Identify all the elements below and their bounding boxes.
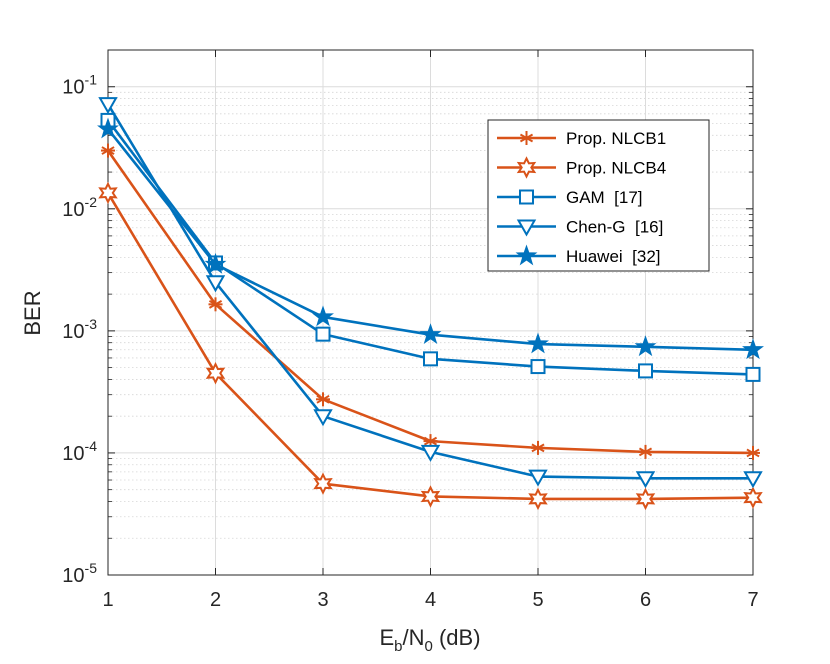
hexagram-marker	[528, 487, 548, 511]
pentagram-marker	[312, 305, 334, 327]
legend-label: GAM [17]	[566, 188, 643, 207]
triangle-down-marker	[313, 409, 333, 427]
legend-entry: Chen-G [16]	[497, 218, 663, 237]
x-tick-label: 7	[747, 589, 758, 611]
triangle-down-marker	[516, 219, 537, 237]
y-tick-labels: 10-5 10-4 10-3 10-2 10-1	[62, 72, 97, 587]
asterisk-marker	[519, 131, 534, 145]
x-tick-label: 6	[640, 589, 651, 611]
y-tick-label: 10-1	[62, 72, 97, 99]
y-tick-label: 10-3	[62, 316, 97, 343]
triangle-down-marker	[98, 97, 118, 115]
y-tick-label: 10-2	[62, 194, 97, 221]
hexagram-marker	[743, 486, 763, 509]
series-layer	[97, 97, 764, 511]
legend-label: Chen-G [16]	[566, 218, 663, 237]
pentagram-marker	[419, 323, 442, 345]
y-axis-label: BER	[20, 290, 45, 335]
asterisk-marker	[101, 143, 115, 158]
x-tick-label: 3	[317, 589, 328, 611]
asterisk-marker	[531, 440, 545, 455]
legend-entry: Prop. NLCB1	[497, 129, 666, 148]
series-4	[98, 97, 763, 489]
pentagram-marker	[634, 335, 657, 357]
hexagram-marker	[635, 487, 656, 511]
pentagram-marker	[527, 332, 549, 354]
triangle-down-marker	[743, 471, 763, 489]
series-1	[101, 143, 760, 460]
legend-entry: Huawei [32]	[497, 244, 661, 266]
asterisk-marker	[316, 392, 330, 407]
y-tick-label: 10-5	[62, 560, 97, 587]
asterisk-marker	[746, 445, 760, 460]
square-marker	[315, 326, 331, 342]
triangle-down-marker	[205, 275, 226, 293]
x-tick-label: 1	[102, 589, 113, 611]
legend-entry: GAM [17]	[497, 188, 643, 207]
square-marker	[423, 351, 438, 367]
hexagram-marker	[420, 485, 441, 508]
pentagram-marker	[515, 244, 538, 266]
pentagram-marker	[97, 117, 119, 139]
square-marker	[638, 363, 653, 379]
square-marker	[519, 189, 534, 205]
asterisk-marker	[638, 444, 653, 459]
series-5	[97, 117, 764, 360]
x-tick-label: 4	[425, 589, 436, 611]
pentagram-marker	[204, 252, 227, 274]
x-axis-label: Eb/N0 (dB)	[379, 625, 480, 655]
x-tick-label: 2	[210, 589, 221, 611]
legend: Prop. NLCB1 Prop. NLCB4 GAM [17] Chen-G [16…	[487, 119, 710, 272]
series-2	[98, 181, 763, 511]
square-marker	[530, 359, 546, 375]
hexagram-marker	[98, 181, 118, 205]
asterisk-marker	[208, 297, 223, 312]
hexagram-marker	[313, 472, 333, 495]
hexagram-marker	[516, 156, 537, 179]
axis-ticks	[107, 49, 754, 576]
hexagram-marker	[205, 361, 226, 385]
triangle-down-marker	[528, 469, 548, 487]
legend-label: Prop. NLCB4	[566, 159, 666, 178]
x-tick-labels: 1 2 3 4 5 6 7	[102, 589, 758, 611]
legend-label: Huawei [32]	[566, 247, 661, 266]
square-marker	[745, 366, 761, 382]
legend-entry: Prop. NLCB4	[497, 156, 666, 179]
triangle-down-marker	[635, 471, 656, 489]
pentagram-marker	[742, 338, 764, 360]
triangle-down-marker	[420, 444, 441, 462]
x-tick-label: 5	[532, 589, 543, 611]
y-tick-label: 10-4	[62, 438, 97, 465]
legend-label: Prop. NLCB1	[566, 129, 666, 148]
